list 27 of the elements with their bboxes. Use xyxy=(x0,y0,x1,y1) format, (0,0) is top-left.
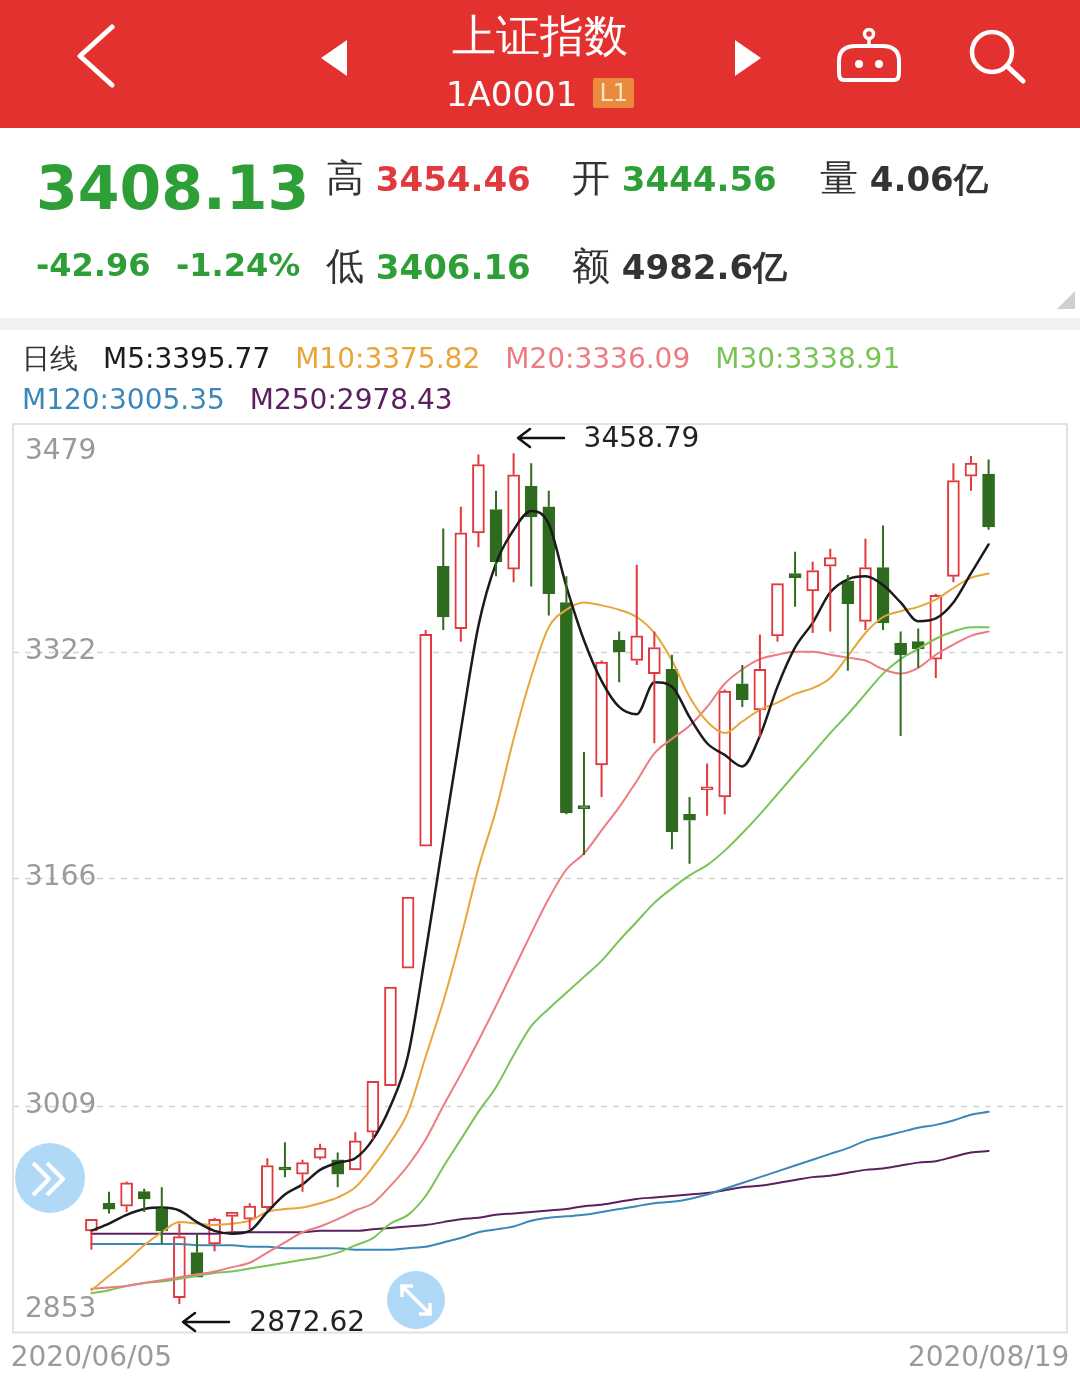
text: M20:3336.09 xyxy=(505,341,691,377)
legend-title: 日线 xyxy=(22,341,78,377)
annotation: 3458.79 xyxy=(583,421,700,456)
chart-subtitle: 1A0001 xyxy=(445,74,578,114)
y-tick-label: 3479 xyxy=(25,433,97,467)
y-tick-label: 2853 xyxy=(25,1290,97,1324)
text: M30:3338.91 xyxy=(715,341,901,377)
y-tick-label: 3009 xyxy=(25,1087,97,1121)
chart-title: 上证指数 xyxy=(451,9,629,63)
text: M10:3375.82 xyxy=(295,341,481,377)
text: -1.24% xyxy=(176,245,301,286)
text: M250:2978.43 xyxy=(249,382,453,418)
y-tick-label: 3166 xyxy=(25,859,97,893)
text: 量 4.06亿 xyxy=(820,156,988,200)
text: -42.96 xyxy=(36,245,151,286)
text: 额 4982.6亿 xyxy=(572,244,788,288)
text: 3408.13 xyxy=(36,152,310,225)
x-tick-label: 2020/08/19 xyxy=(907,1340,1070,1374)
text: 高 3454.46 xyxy=(326,156,531,200)
annotation: 2872.62 xyxy=(249,1304,366,1339)
text: 开 3444.56 xyxy=(572,156,777,200)
text: M120:3005.35 xyxy=(22,382,225,418)
x-tick-label: 2020/06/05 xyxy=(10,1340,173,1374)
text: 低 3406.16 xyxy=(326,244,531,288)
text: L1 xyxy=(593,78,635,108)
text: M5:3395.77 xyxy=(103,341,271,377)
y-tick-label: 3322 xyxy=(25,633,97,667)
